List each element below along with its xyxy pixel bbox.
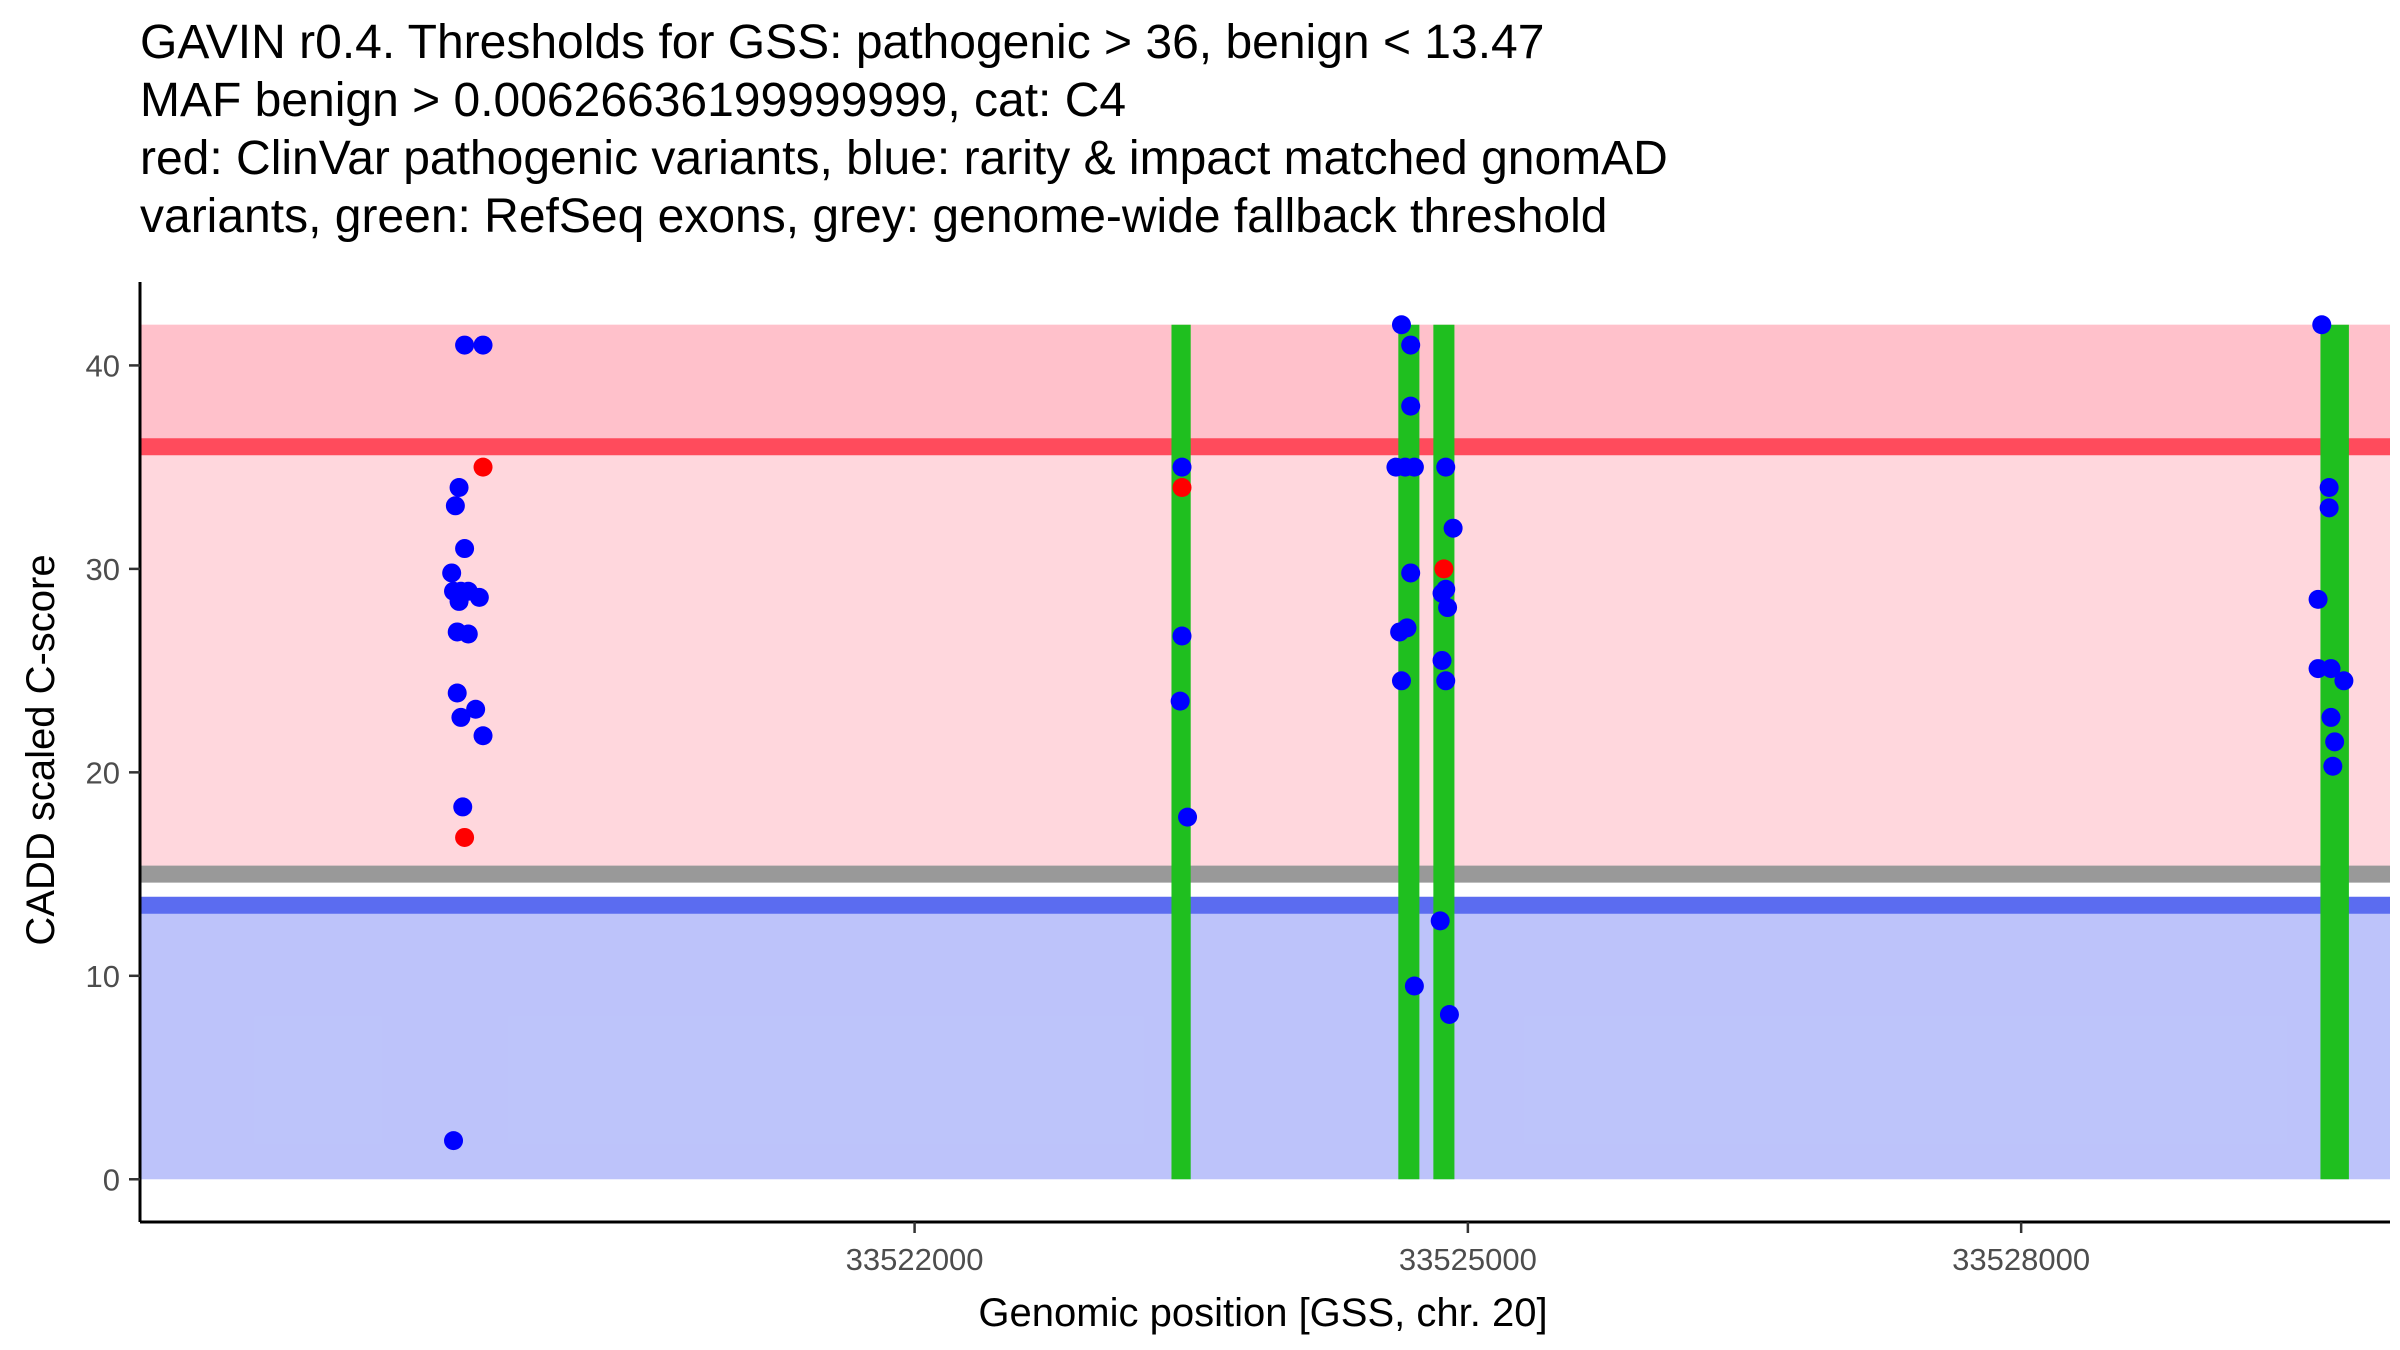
exon-1 [1171,324,1191,1180]
clinvar-pathogenic-point-2 [455,827,475,847]
gnomad-matched-point-42 [1430,911,1450,931]
threshold-regions [140,324,2390,1180]
gnomad-matched-point-12 [449,591,469,611]
x-tick-label-33528000: 33528000 [1952,1242,2090,1277]
gnomad-matched-point-33 [1391,671,1411,691]
gnomad-matched-point-5 [445,496,465,516]
gnomad-matched-point-18 [473,726,493,746]
gnomad-matched-point-30 [1401,563,1421,583]
gnomad-matched-point-14 [458,624,478,644]
gnomad-matched-point-11 [469,587,489,607]
gnomad-matched-point-40 [1436,671,1456,691]
benign-region [140,905,2390,1180]
gnomad-matched-point-4 [449,477,469,497]
gnomad-matched-point-47 [2308,589,2328,609]
gnomad-matched-point-16 [466,699,486,719]
gnomad-matched-point-52 [2325,732,2345,752]
gnomad-matched-point-29 [1404,457,1424,477]
x-axis-title: Genomic position [GSS, chr. 20] [978,1291,1547,1335]
chart-title: GAVIN r0.4. Thresholds for GSS: pathogen… [140,14,2380,246]
gnomad-matched-point-6 [455,539,475,559]
gnomad-matched-point-46 [2319,498,2339,518]
gnomad-matched-point-22 [1170,691,1190,711]
x-tick-label-33522000: 33522000 [846,1242,984,1277]
threshold-lines [140,438,2390,914]
variant-points [442,315,2354,1151]
refseq-exons [1171,324,2349,1180]
gnomad-matched-point-15 [447,683,467,703]
gnomad-matched-point-19 [453,797,473,817]
gnomad-matched-point-44 [2312,315,2332,335]
title-line-2: MAF benign > 0.00626636199999999, cat: C… [140,74,1127,127]
gnomad-matched-point-41 [1432,650,1452,670]
gnomad-matched-point-53 [2323,756,2343,776]
gnomad-matched-point-36 [1443,518,1463,538]
exon-2 [1398,324,1420,1180]
y-tick-label-10: 10 [86,959,120,994]
gnomad-matched-point-39 [1438,598,1458,618]
title-line-4: variants, green: RefSeq exons, grey: gen… [140,190,1608,243]
gnomad-matched-point-32 [1397,618,1417,638]
y-tick-label-40: 40 [86,348,120,383]
gnomad-matched-point-7 [442,563,462,583]
x-tick-label-33525000: 33525000 [1399,1242,1537,1277]
y-axis-title: CADD scaled C-score [19,554,63,945]
axes: 0 10 20 30 40 33522000 33525000 33528000 [86,282,2390,1277]
gnomad-matched-point-51 [2321,707,2341,727]
y-tick-label-20: 20 [86,755,120,790]
gnomad-matched-point-24 [1391,315,1411,335]
gnomad-matched-point-49 [2321,659,2341,679]
gnomad-matched-point-45 [2319,477,2339,497]
gnomad-matched-point-17 [451,707,471,727]
title-line-1: GAVIN r0.4. Thresholds for GSS: pathogen… [140,16,1545,69]
gnomad-matched-point-1 [444,1131,464,1151]
pathogenic-upper-region [140,324,2390,447]
title-line-3: red: ClinVar pathogenic variants, blue: … [140,132,1668,185]
gnomad-matched-point-23 [1178,807,1198,827]
gnomad-matched-point-20 [1172,457,1192,477]
exon-4 [2320,324,2349,1180]
exon-3 [1433,324,1455,1180]
gnomad-matched-point-26 [1401,396,1421,416]
gnomad-matched-point-2 [455,335,475,355]
clinvar-pathogenic-point-3 [1172,477,1192,497]
gnomad-matched-point-35 [1436,457,1456,477]
gnomad-matched-point-21 [1172,626,1192,646]
gnomad-matched-point-43 [1439,1004,1459,1024]
gnomad-matched-point-25 [1401,335,1421,355]
clinvar-pathogenic-point-4 [1434,559,1454,579]
gnomad-matched-point-34 [1404,976,1424,996]
clinvar-pathogenic-point-1 [473,457,493,477]
gnomad-matched-point-50 [2334,671,2354,691]
y-tick-label-0: 0 [103,1162,120,1197]
gnomad-matched-point-38 [1436,579,1456,599]
y-tick-label-30: 30 [86,552,120,587]
gnomad-matched-point-3 [473,335,493,355]
